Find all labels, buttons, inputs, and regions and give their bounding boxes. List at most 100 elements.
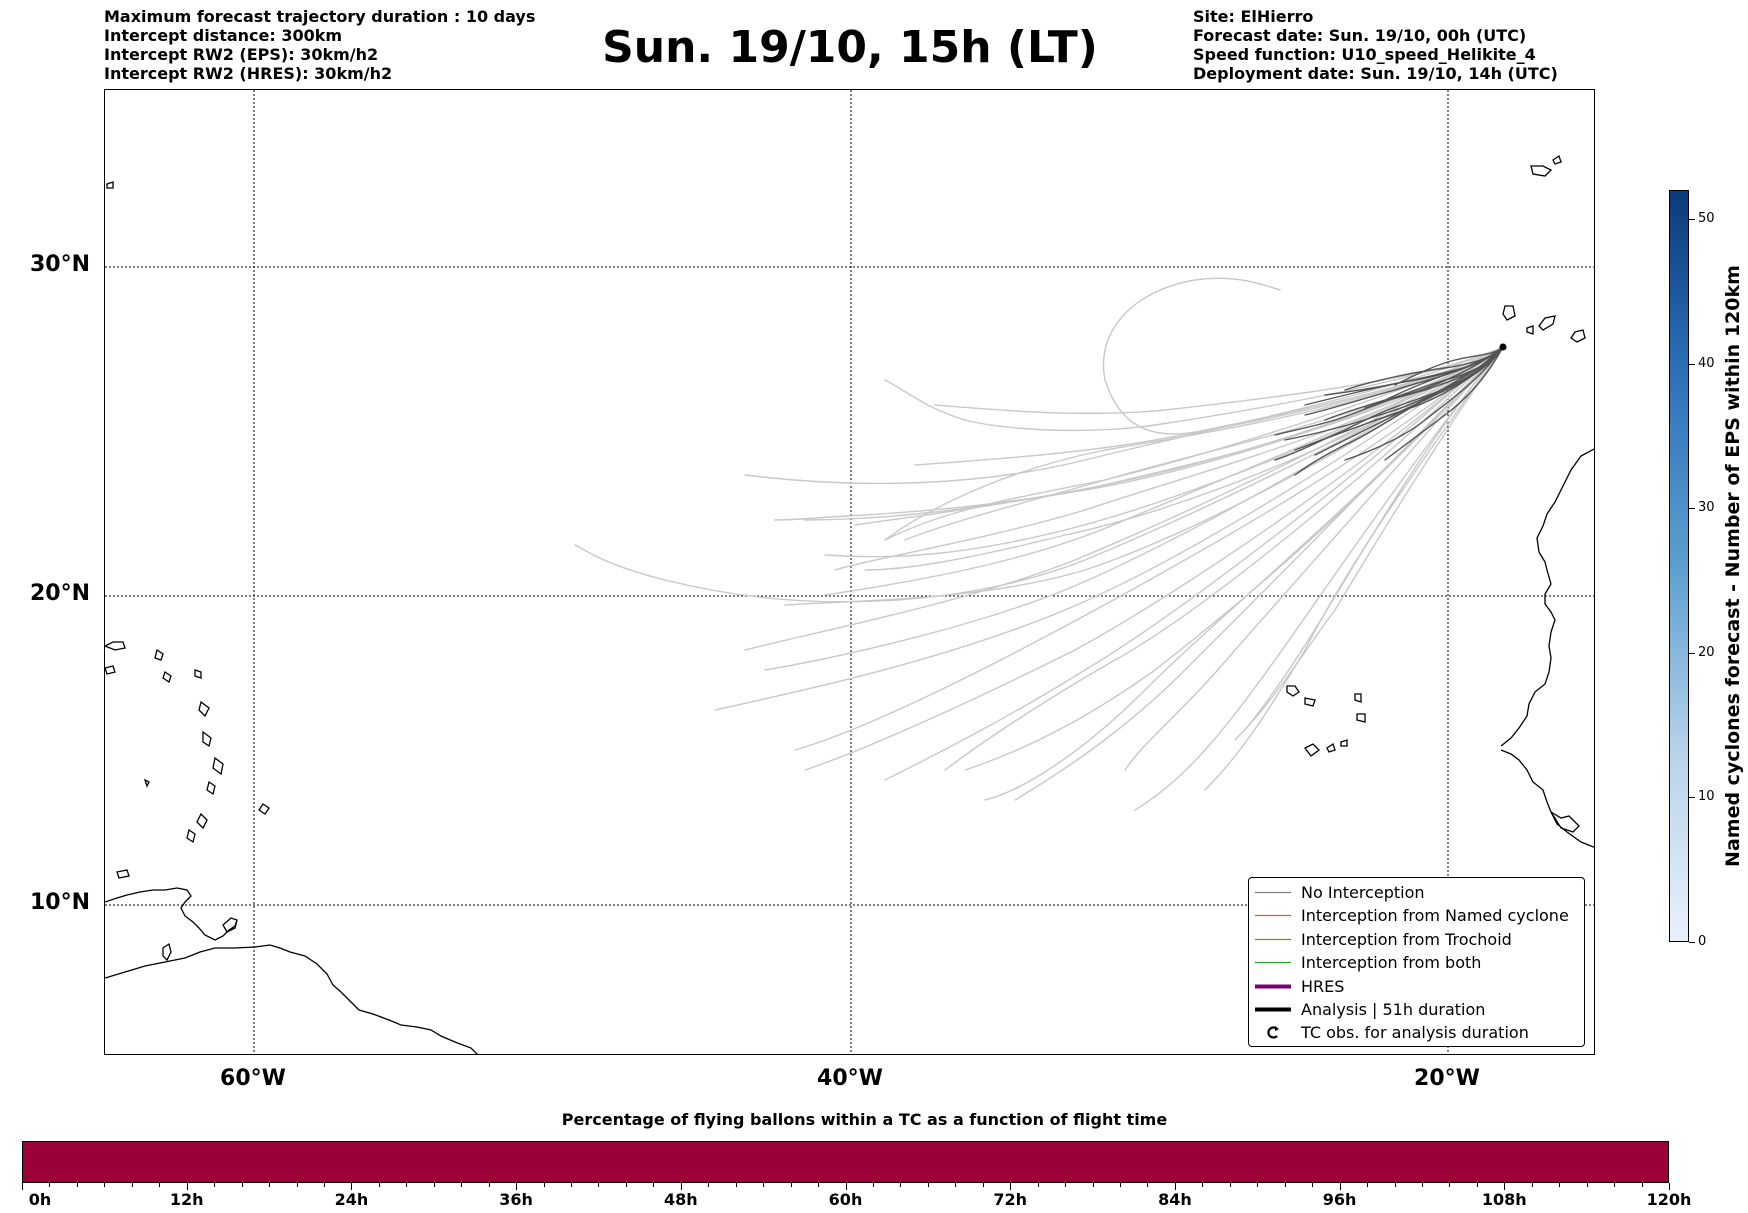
legend-label: HRES	[1301, 976, 1345, 996]
percentage-bar-minor-tick	[1641, 1183, 1643, 1187]
legend-line-icon	[1255, 891, 1291, 894]
percentage-bar-major-tick	[1339, 1183, 1341, 1190]
island-lesser-antilles-1	[105, 641, 126, 651]
percentage-bar-minor-tick	[708, 1183, 710, 1187]
percentage-bar-tick-label: 24h	[334, 1190, 369, 1209]
percentage-bar-minor-tick	[598, 1183, 600, 1187]
coast-venezuela-bump	[105, 887, 238, 941]
percentage-bar-minor-tick	[1312, 1183, 1314, 1187]
legend-item-tc-obs: TC obs. for analysis duration	[1249, 1021, 1584, 1044]
percentage-bar-minor-tick	[1394, 1183, 1396, 1187]
header-left-info: Maximum forecast trajectory duration : 1…	[104, 7, 535, 83]
island-madeira	[1530, 165, 1553, 177]
header-max-duration: Maximum forecast trajectory duration : 1…	[104, 7, 536, 26]
lat-label-30: 30°N	[29, 252, 90, 277]
island-tobago-area	[116, 869, 130, 879]
percentage-bar-tick-label: 0h	[28, 1190, 52, 1209]
header-site: Site: ElHierro	[1193, 7, 1314, 26]
coast-guinea-islands	[1550, 811, 1580, 833]
header-deployment-date: Deployment date: Sun. 19/10, 14h (UTC)	[1193, 64, 1558, 83]
percentage-bar-minor-tick	[76, 1183, 78, 1187]
trajectory-light-18	[764, 346, 1504, 671]
header-right-info: Site: ElHierro Forecast date: Sun. 19/10…	[1193, 7, 1558, 83]
island-lesser-antilles-3	[154, 648, 164, 661]
island-canary-3	[1570, 329, 1586, 343]
percentage-bar-tick-label: 84h	[1158, 1190, 1192, 1209]
colorbar-tick-label: 30	[1698, 500, 1715, 516]
percentage-bar-minor-tick	[1257, 1183, 1259, 1187]
percentage-bar-minor-tick	[1614, 1183, 1616, 1187]
percentage-bar-minor-tick	[49, 1183, 51, 1187]
legend-label: Analysis | 51h duration	[1301, 999, 1486, 1019]
legend-label: TC obs. for analysis duration	[1301, 1023, 1529, 1043]
coast-trinidad	[222, 917, 238, 933]
lon-label-20w: 20°W	[1414, 1066, 1480, 1091]
colorbar-tick-label: 10	[1698, 789, 1715, 805]
lat-label-20: 20°N	[29, 581, 90, 606]
percentage-bar-major-tick	[351, 1183, 353, 1190]
island-cabo-verde-7	[1340, 739, 1348, 747]
colorbar-tick-label: 50	[1698, 210, 1715, 226]
island-cabo-verde-1	[1286, 685, 1300, 697]
colorbar-tick-label: 20	[1698, 644, 1715, 660]
island-barbados	[258, 803, 270, 815]
legend-label: Interception from both	[1301, 953, 1482, 973]
legend-line-icon	[1255, 915, 1291, 917]
graticule	[105, 90, 1594, 1054]
percentage-bar-minor-tick	[900, 1183, 902, 1187]
percentage-bar-minor-tick	[131, 1183, 133, 1187]
legend-item-analysis: Analysis | 51h duration	[1249, 998, 1584, 1021]
percentage-bar-minor-tick	[955, 1183, 957, 1187]
percentage-bar-minor-tick	[1065, 1183, 1067, 1187]
percentage-bar-major-tick	[1504, 1183, 1506, 1190]
cyclone-symbol-icon	[1267, 1026, 1279, 1039]
coastlines	[105, 154, 1594, 1054]
header-intercept-hres: Intercept RW2 (HRES): 30km/h2	[104, 64, 393, 83]
trajectory-light-20	[794, 346, 1504, 751]
island-lesser-antilles-8	[212, 756, 224, 776]
percentage-bar-minor-tick	[735, 1183, 737, 1187]
percentage-bar-minor-tick	[433, 1183, 435, 1187]
percentage-bar-minor-tick	[872, 1183, 874, 1187]
legend-item-both: Interception from both	[1249, 951, 1584, 974]
lon-label-40w: 40°W	[817, 1066, 883, 1091]
trajectory-dark-46	[1394, 346, 1504, 386]
island-lesser-antilles-5	[194, 669, 202, 679]
colorbar-tick	[1689, 363, 1695, 365]
trajectory-light-1	[884, 346, 1504, 432]
island-cabo-verde-2	[1304, 697, 1316, 707]
island-lesser-antilles-11	[186, 828, 196, 844]
trajectory-light-28	[1134, 346, 1504, 811]
deployment-site-marker	[1499, 343, 1507, 351]
island-cabo-verde-6	[1326, 742, 1336, 753]
bottom-bar-title: Percentage of flying ballons within a TC…	[561, 1110, 1168, 1129]
colorbar-tick	[1689, 218, 1695, 220]
percentage-bar-minor-tick	[1531, 1183, 1533, 1187]
percentage-bar-tick-label: 108h	[1481, 1190, 1527, 1209]
percentage-bar-minor-tick	[1421, 1183, 1423, 1187]
trajectory-light-17	[744, 346, 1504, 651]
coast-guinea	[1500, 749, 1594, 848]
percentage-bar-minor-tick	[378, 1183, 380, 1187]
percentage-bar-tick-label: 48h	[663, 1190, 698, 1209]
percentage-bar-minor-tick	[1586, 1183, 1588, 1187]
island-grenadines	[143, 778, 150, 788]
colorbar-title: Named cyclones forecast - Number of EPS …	[1722, 265, 1744, 867]
header-forecast-date: Forecast date: Sun. 19/10, 00h (UTC)	[1193, 26, 1527, 45]
trajectory-dark-47	[1374, 346, 1504, 406]
trajectory-light-26	[1014, 346, 1504, 801]
header-intercept-distance: Intercept distance: 300km	[104, 26, 343, 45]
trajectory-dark-40	[1344, 346, 1504, 391]
deployment-site-dot	[1499, 343, 1507, 351]
island-cabo-verde-3	[1354, 693, 1362, 703]
colorbar-tick-label: 0	[1698, 934, 1707, 949]
island-cabo-verde-5	[1304, 743, 1320, 757]
percentage-bar-tick-label: 12h	[169, 1190, 204, 1209]
legend-line-icon	[1255, 984, 1291, 989]
header-intercept-eps: Intercept RW2 (EPS): 30km/h2	[104, 45, 379, 64]
island-canary-1	[1502, 305, 1516, 321]
trajectory-light-4	[774, 346, 1504, 521]
percentage-bar-minor-tick	[543, 1183, 545, 1187]
percentage-bar-tick-label: 60h	[828, 1190, 863, 1209]
percentage-bar-tick-label: 120h	[1646, 1190, 1692, 1209]
